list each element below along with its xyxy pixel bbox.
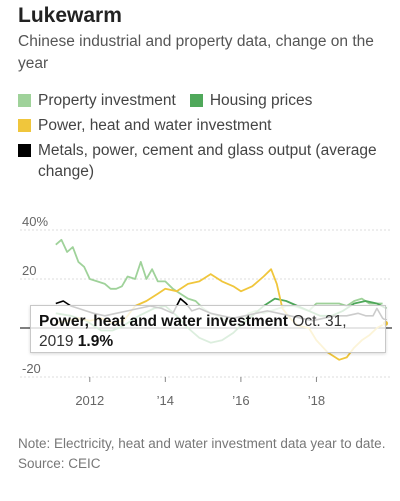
legend: Property investment Housing prices Power… xyxy=(18,90,393,186)
tooltip-value: 1.9% xyxy=(77,333,114,350)
source-text: Source: CEIC xyxy=(18,456,101,471)
legend-label-metals-output: Metals, power, cement and glass output (… xyxy=(38,142,377,180)
note-text: Note: Electricity, heat and water invest… xyxy=(18,436,386,451)
legend-item-power-heat-water: Power, heat and water investment xyxy=(18,115,272,136)
x-tick-label: ’18 xyxy=(308,393,325,408)
legend-item-housing-prices: Housing prices xyxy=(189,90,313,111)
legend-row-3: Metals, power, cement and glass output (… xyxy=(18,140,393,182)
x-tick-label: ’16 xyxy=(232,393,249,408)
tooltip-series: Power, heat and water investment xyxy=(39,313,288,330)
x-tick-label: ’14 xyxy=(157,393,174,408)
legend-label-power-heat-water: Power, heat and water investment xyxy=(38,117,272,134)
tooltip: Power, heat and water investment Oct. 31… xyxy=(30,305,386,353)
x-tick-label: 2012 xyxy=(75,393,104,408)
tooltip-date: Oct. 31, 2019 xyxy=(39,313,347,350)
legend-item-metals-output: Metals, power, cement and glass output (… xyxy=(18,140,393,182)
footnote: Note: Electricity, heat and water invest… xyxy=(18,434,388,474)
legend-row-2: Power, heat and water investment xyxy=(18,115,393,136)
y-tick-label: 20 xyxy=(22,263,36,278)
chart-title: Lukewarm xyxy=(18,4,122,27)
chart-subtitle: Chinese industrial and property data, ch… xyxy=(18,33,374,72)
legend-swatch-housing-prices xyxy=(189,94,203,107)
legend-label-housing-prices: Housing prices xyxy=(209,92,313,109)
legend-swatch-property-investment xyxy=(18,94,31,107)
legend-swatch-power-heat-water xyxy=(18,119,31,132)
legend-item-property-investment: Property investment xyxy=(18,90,176,111)
legend-swatch-metals-output xyxy=(18,144,31,157)
y-tick-label: 40% xyxy=(22,214,48,229)
y-tick-label: -20 xyxy=(22,361,41,376)
legend-row-1: Property investment Housing prices xyxy=(18,90,393,111)
legend-label-property-investment: Property investment xyxy=(38,92,176,109)
